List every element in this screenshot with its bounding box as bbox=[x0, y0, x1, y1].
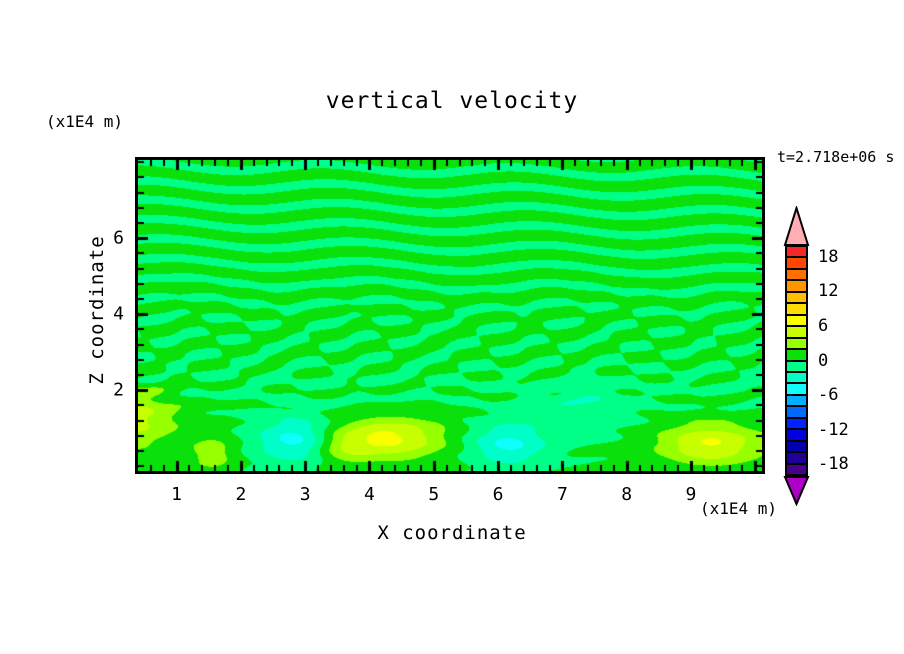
x-axis-tick-label: 8 bbox=[621, 484, 633, 505]
x-axis-tick-label: 4 bbox=[364, 484, 375, 505]
colorbar-tick-label: -18 bbox=[818, 454, 849, 475]
x-axis-unit-label: (x1E4 m) bbox=[699, 499, 777, 518]
colorbar-segment bbox=[787, 441, 806, 454]
x-axis-tick-label: 6 bbox=[492, 484, 504, 505]
colorbar-segment bbox=[787, 304, 806, 316]
colorbar bbox=[785, 245, 808, 476]
y-axis-tick-label: 6 bbox=[113, 227, 124, 249]
x-axis-tick-label: 9 bbox=[685, 484, 697, 505]
y-axis-unit-label: (x1E4 m) bbox=[46, 112, 124, 131]
colorbar-segment bbox=[787, 453, 806, 465]
x-axis-tick-label: 2 bbox=[235, 484, 247, 505]
colorbar-tick-label: 12 bbox=[818, 281, 839, 302]
colorbar-tick-label: 6 bbox=[818, 315, 829, 336]
colorbar-segment bbox=[787, 361, 806, 373]
colorbar-over-triangle bbox=[783, 206, 810, 246]
colorbar-segment bbox=[787, 395, 806, 408]
y-axis-tick-label: 2 bbox=[113, 379, 124, 401]
x-axis-title: X coordinate bbox=[377, 522, 527, 544]
colorbar-segment bbox=[787, 247, 806, 259]
x-axis-tick-label: 3 bbox=[299, 484, 311, 505]
colorbar-tick-label: -12 bbox=[818, 419, 849, 440]
x-axis-tick-label: 7 bbox=[556, 484, 568, 505]
colorbar-segment bbox=[787, 418, 806, 431]
colorbar-segment bbox=[787, 338, 806, 351]
colorbar-segment bbox=[787, 269, 806, 282]
colorbar-segment bbox=[787, 384, 806, 396]
y-axis-tick-label: 4 bbox=[113, 303, 124, 325]
colorbar-segment bbox=[787, 430, 806, 442]
colorbar-tick-label: -6 bbox=[818, 385, 839, 406]
colorbar-segment bbox=[787, 407, 806, 419]
colorbar-segment bbox=[787, 258, 806, 270]
colorbar-segment bbox=[787, 464, 806, 475]
x-axis-tick-label: 5 bbox=[428, 484, 440, 505]
time-annotation: t=2.718e+06 s bbox=[777, 148, 895, 166]
colorbar-tick-label: 18 bbox=[818, 246, 839, 267]
colorbar-tick-label: 0 bbox=[818, 350, 829, 371]
colorbar-under-triangle bbox=[783, 476, 810, 506]
colorbar-segment bbox=[787, 372, 806, 385]
colorbar-segment bbox=[787, 327, 806, 339]
contour-field-canvas bbox=[138, 160, 762, 471]
x-axis-tick-label: 1 bbox=[171, 484, 182, 505]
colorbar-segment bbox=[787, 281, 806, 293]
plot-title: vertical velocity bbox=[325, 88, 579, 114]
colorbar-segment bbox=[787, 350, 806, 362]
plot-frame bbox=[135, 157, 765, 474]
colorbar-segment bbox=[787, 315, 806, 328]
colorbar-segment bbox=[787, 292, 806, 305]
